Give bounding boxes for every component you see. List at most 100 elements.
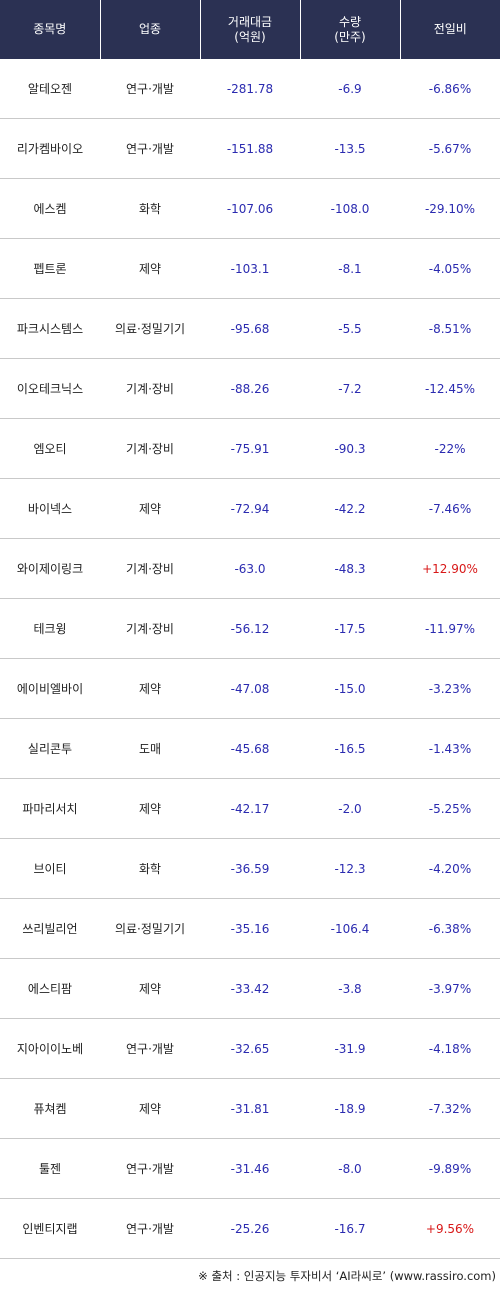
stock-name-cell: 엠오티 (0, 418, 100, 479)
table-row: 이오테크닉스 기계·장비 -88.26 -7.2 -12.45% (0, 358, 500, 419)
change-cell: -12.45% (400, 358, 500, 419)
sector-cell: 기계·장비 (100, 538, 200, 599)
change-cell: -9.89% (400, 1138, 500, 1199)
amount-cell: -45.68 (200, 718, 300, 779)
stock-name-cell: 알테오젠 (0, 59, 100, 119)
amount-cell: -95.68 (200, 298, 300, 359)
stock-name-cell: 파크시스템스 (0, 298, 100, 359)
volume-cell: -6.9 (300, 59, 400, 119)
header-change: 전일비 (400, 0, 500, 59)
header-sector: 업종 (100, 0, 201, 59)
amount-cell: -56.12 (200, 598, 300, 659)
table-row: 파크시스템스 의료·정밀기기 -95.68 -5.5 -8.51% (0, 298, 500, 359)
change-cell: -4.20% (400, 838, 500, 899)
change-cell: -8.51% (400, 298, 500, 359)
table-row: 에이비엘바이 제약 -47.08 -15.0 -3.23% (0, 658, 500, 719)
sector-cell: 기계·장비 (100, 598, 200, 659)
change-cell: +9.56% (400, 1198, 500, 1259)
sector-cell: 의료·정밀기기 (100, 898, 200, 959)
change-cell: -5.67% (400, 118, 500, 179)
amount-cell: -72.94 (200, 478, 300, 539)
volume-cell: -18.9 (300, 1078, 400, 1139)
amount-cell: -151.88 (200, 118, 300, 179)
volume-cell: -8.0 (300, 1138, 400, 1199)
table-body: 알테오젠 연구·개발 -281.78 -6.9 -6.86% 리가켐바이오 연구·개발 -15… (0, 59, 500, 1259)
stock-name-cell: 에이비엘바이 (0, 658, 100, 719)
volume-cell: -2.0 (300, 778, 400, 839)
amount-cell: -33.42 (200, 958, 300, 1019)
amount-cell: -25.26 (200, 1198, 300, 1259)
sector-cell: 화학 (100, 838, 200, 899)
stock-name-cell: 파마리서치 (0, 778, 100, 839)
header-change-label: 전일비 (433, 22, 467, 36)
sector-cell: 제약 (100, 778, 200, 839)
change-cell: -22% (400, 418, 500, 479)
volume-cell: -90.3 (300, 418, 400, 479)
sector-cell: 도매 (100, 718, 200, 779)
change-cell: -6.38% (400, 898, 500, 959)
change-cell: -3.97% (400, 958, 500, 1019)
sector-cell: 화학 (100, 178, 200, 239)
amount-cell: -107.06 (200, 178, 300, 239)
stock-table: 종목명 업종 거래대금 (억원) 수량 (만주) 전일비 알테오젠 연구·개발 -281… (0, 0, 500, 1259)
header-volume-unit: (만주) (334, 29, 366, 44)
change-cell: -3.23% (400, 658, 500, 719)
table-row: 파마리서치 제약 -42.17 -2.0 -5.25% (0, 778, 500, 839)
sector-cell: 제약 (100, 238, 200, 299)
amount-cell: -35.16 (200, 898, 300, 959)
sector-cell: 연구·개발 (100, 1198, 200, 1259)
change-cell: -5.25% (400, 778, 500, 839)
sector-cell: 의료·정밀기기 (100, 298, 200, 359)
table-row: 툴젠 연구·개발 -31.46 -8.0 -9.89% (0, 1138, 500, 1199)
amount-cell: -281.78 (200, 59, 300, 119)
header-volume: 수량 (만주) (300, 0, 401, 59)
stock-name-cell: 지아이이노베 (0, 1018, 100, 1079)
header-amount-label: 거래대금 (227, 14, 273, 29)
stock-name-cell: 퓨쳐켐 (0, 1078, 100, 1139)
header-amount: 거래대금 (억원) (200, 0, 301, 59)
change-cell: +12.90% (400, 538, 500, 599)
amount-cell: -103.1 (200, 238, 300, 299)
table-row: 쓰리빌리언 의료·정밀기기 -35.16 -106.4 -6.38% (0, 898, 500, 959)
volume-cell: -16.5 (300, 718, 400, 779)
stock-name-cell: 와이제이링크 (0, 538, 100, 599)
sector-cell: 제약 (100, 1078, 200, 1139)
volume-cell: -108.0 (300, 178, 400, 239)
table-row: 지아이이노베 연구·개발 -32.65 -31.9 -4.18% (0, 1018, 500, 1079)
volume-cell: -17.5 (300, 598, 400, 659)
stock-name-cell: 쓰리빌리언 (0, 898, 100, 959)
table-row: 와이제이링크 기계·장비 -63.0 -48.3 +12.90% (0, 538, 500, 599)
volume-cell: -106.4 (300, 898, 400, 959)
header-name-label: 종목명 (33, 22, 67, 36)
amount-cell: -36.59 (200, 838, 300, 899)
amount-cell: -42.17 (200, 778, 300, 839)
volume-cell: -31.9 (300, 1018, 400, 1079)
amount-cell: -32.65 (200, 1018, 300, 1079)
table-row: 퓨쳐켐 제약 -31.81 -18.9 -7.32% (0, 1078, 500, 1139)
change-cell: -4.05% (400, 238, 500, 299)
volume-cell: -8.1 (300, 238, 400, 299)
source-footer: ※ 출처 : 인공지능 투자비서 ‘AI라씨로’ (www.rassiro.co… (198, 1269, 496, 1283)
sector-cell: 제약 (100, 478, 200, 539)
change-cell: -11.97% (400, 598, 500, 659)
change-cell: -6.86% (400, 59, 500, 119)
stock-name-cell: 리가켐바이오 (0, 118, 100, 179)
header-sector-label: 업종 (138, 22, 162, 36)
change-cell: -7.46% (400, 478, 500, 539)
amount-cell: -31.81 (200, 1078, 300, 1139)
table-row: 펩트론 제약 -103.1 -8.1 -4.05% (0, 238, 500, 299)
volume-cell: -5.5 (300, 298, 400, 359)
volume-cell: -16.7 (300, 1198, 400, 1259)
sector-cell: 제약 (100, 958, 200, 1019)
sector-cell: 연구·개발 (100, 1138, 200, 1199)
table-header: 종목명 업종 거래대금 (억원) 수량 (만주) 전일비 (0, 0, 500, 59)
volume-cell: -13.5 (300, 118, 400, 179)
stock-name-cell: 바이넥스 (0, 478, 100, 539)
table-row: 인벤티지랩 연구·개발 -25.26 -16.7 +9.56% (0, 1198, 500, 1259)
volume-cell: -15.0 (300, 658, 400, 719)
stock-name-cell: 브이티 (0, 838, 100, 899)
sector-cell: 연구·개발 (100, 1018, 200, 1079)
amount-cell: -88.26 (200, 358, 300, 419)
table-row: 엠오티 기계·장비 -75.91 -90.3 -22% (0, 418, 500, 479)
sector-cell: 연구·개발 (100, 59, 200, 119)
